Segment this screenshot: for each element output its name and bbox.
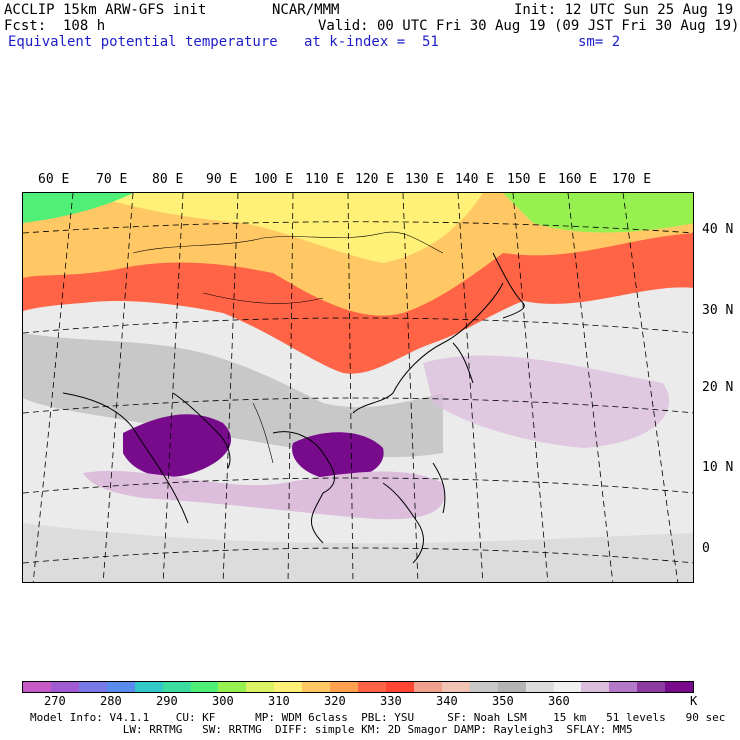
longitude-label: 110 E: [305, 172, 345, 187]
colorbar-swatch: [78, 682, 107, 692]
longitude-label: 130 E: [405, 172, 445, 187]
colorbar-swatch: [302, 682, 331, 692]
longitude-label: 170 E: [612, 172, 652, 187]
colorbar-swatch: [413, 682, 442, 692]
model-title: ACCLIP 15km ARW-GFS init: [4, 2, 207, 18]
colorbar-tick-label: 320: [324, 694, 346, 708]
political-borders: [132, 231, 444, 464]
colorbar-unit: K: [690, 694, 698, 708]
colorbar-swatch: [581, 682, 610, 692]
colorbar-swatch: [274, 682, 303, 692]
model-info-line2: LW: RRTMG SW: RRTMG DIFF: simple KM: 2D …: [30, 723, 633, 736]
colorbar-swatch: [441, 682, 470, 692]
longitude-label: 90 E: [206, 172, 238, 187]
warm-band-yellow: [83, 193, 483, 263]
model-info-line1: Model Info: V4.1.1 CU: KF MP: WDM 6class…: [30, 711, 726, 724]
latitude-label: 40 N: [702, 222, 734, 237]
init-time: Init: 12 UTC Sun 25 Aug 19: [514, 2, 734, 18]
colorbar-swatch: [134, 682, 163, 692]
map-panel: [22, 192, 694, 583]
longitude-label: 80 E: [152, 172, 184, 187]
cool-band-green-east: [503, 193, 693, 233]
colorbar-swatch: [469, 682, 498, 692]
colorbar: [22, 681, 694, 693]
colorbar-swatch: [218, 682, 247, 692]
longitude-label: 70 E: [96, 172, 128, 187]
lat-lon-grid: [23, 193, 693, 582]
valid-time: Valid: 00 UTC Fri 30 Aug 19 (09 JST Fri …: [318, 18, 740, 34]
latitude-label: 30 N: [702, 303, 734, 318]
longitude-label: 160 E: [558, 172, 598, 187]
longitude-label: 100 E: [254, 172, 294, 187]
colorbar-tick-label: 330: [380, 694, 402, 708]
colorbar-tick-label: 360: [548, 694, 570, 708]
map-field: [23, 193, 693, 582]
colorbar-swatch: [609, 682, 638, 692]
colorbar-swatch: [246, 682, 275, 692]
colorbar-tick-label: 310: [268, 694, 290, 708]
colorbar-swatch: [525, 682, 554, 692]
colorbar-swatch: [553, 682, 582, 692]
colorbar-swatch: [162, 682, 191, 692]
colorbar-tick-label: 270: [44, 694, 66, 708]
level-label: at k-index = 51: [304, 34, 439, 50]
colorbar-swatch: [50, 682, 79, 692]
colorbar-tick-label: 280: [100, 694, 122, 708]
colorbar-swatch: [330, 682, 359, 692]
forecast-hour: Fcst: 108 h: [4, 18, 106, 34]
field-name: Equivalent potential temperature: [8, 34, 278, 50]
colorbar-swatch: [385, 682, 414, 692]
gray-land-band: [23, 333, 443, 458]
colorbar-tick-label: 340: [436, 694, 458, 708]
colorbar-swatch: [190, 682, 219, 692]
tropical-violet-band: [83, 470, 445, 520]
longitude-label: 120 E: [355, 172, 395, 187]
latitude-label: 0: [702, 541, 710, 556]
equatorial-gray-band: [23, 523, 693, 582]
longitude-label: 60 E: [38, 172, 70, 187]
colorbar-swatch: [23, 682, 51, 692]
colorbar-swatch: [358, 682, 386, 692]
colorbar-swatch: [665, 682, 694, 692]
cool-band-green-west: [23, 193, 133, 223]
bay-of-bengal-maximum: [123, 414, 232, 477]
colorbar-swatch: [637, 682, 666, 692]
colorbar-tick-label: 350: [492, 694, 514, 708]
latitude-label: 10 N: [702, 460, 734, 475]
smoothing-label: sm= 2: [578, 34, 621, 50]
colorbar-tick-label: 290: [156, 694, 178, 708]
pacific-violet-patch: [423, 355, 670, 448]
latitude-label: 20 N: [702, 380, 734, 395]
longitude-label: 150 E: [507, 172, 547, 187]
colorbar-tick-label: 300: [212, 694, 234, 708]
colorbar-swatch: [106, 682, 135, 692]
colorbar-swatch: [497, 682, 526, 692]
longitude-label: 140 E: [455, 172, 495, 187]
center-label: NCAR/MMM: [272, 2, 340, 18]
